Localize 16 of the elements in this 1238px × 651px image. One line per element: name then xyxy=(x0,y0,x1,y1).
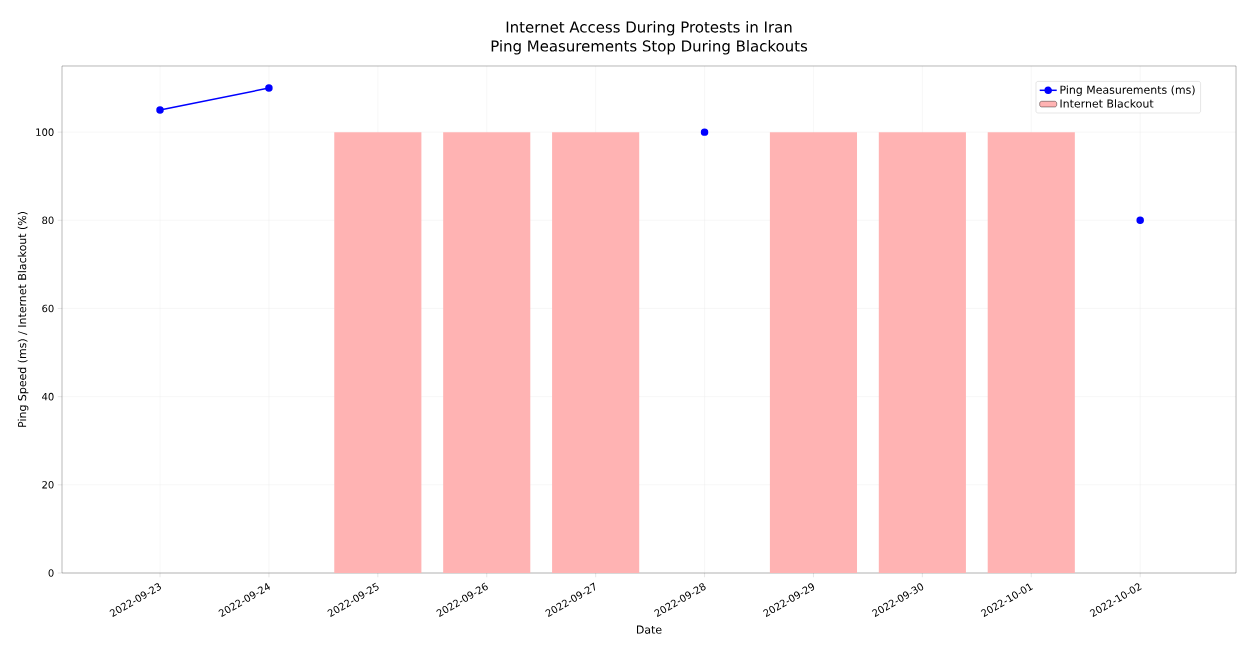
y-tick-label: 100 xyxy=(36,128,54,136)
y-tick-label: 60 xyxy=(42,304,54,313)
point xyxy=(1136,216,1144,225)
point xyxy=(156,106,164,114)
y-tick-label: 0 xyxy=(48,569,54,577)
y-tick-label: 40 xyxy=(42,392,54,401)
y-axis-title: Ping Speed (ms) / Internet Blackout (%) xyxy=(17,212,29,427)
y-tick-label: 20 xyxy=(42,481,54,489)
chart-subtitle: Ping Measurements Stop During Blackouts xyxy=(491,40,808,55)
legend-label: Ping Measurements (ms) xyxy=(1060,85,1195,96)
point xyxy=(700,128,709,136)
legend-label: Internet Blackout xyxy=(1060,99,1154,108)
chart-title: Internet Access During Protests in Iran xyxy=(506,21,792,36)
point xyxy=(265,84,273,92)
x-axis-title: Date xyxy=(636,625,662,634)
y-tick-label: 80 xyxy=(42,216,54,225)
